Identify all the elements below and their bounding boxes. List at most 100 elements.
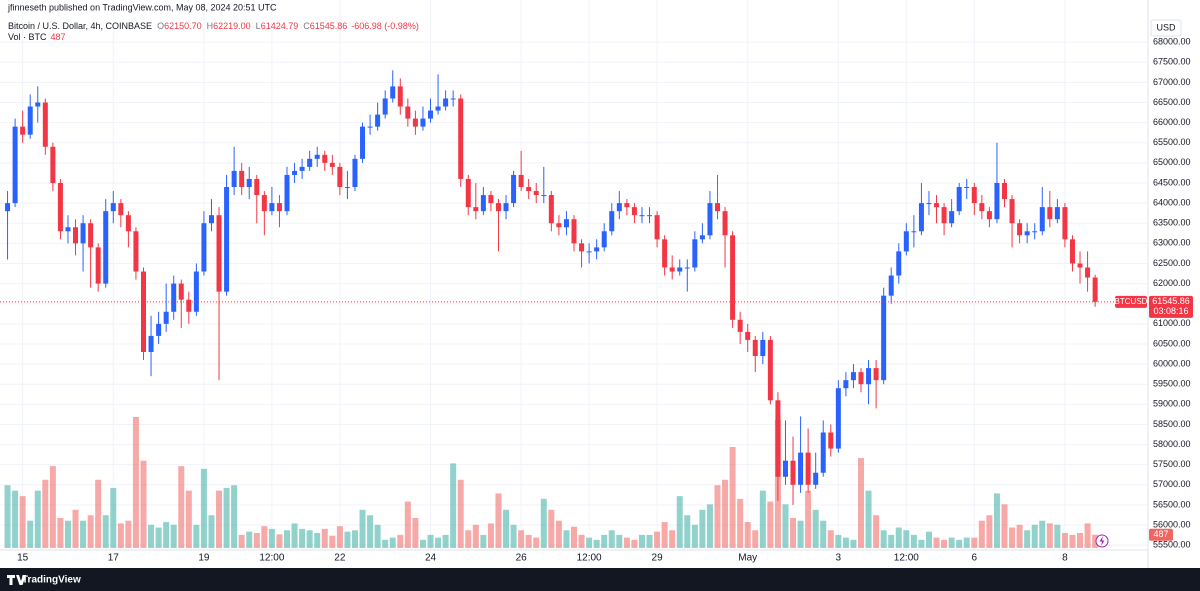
volume-bar bbox=[752, 530, 759, 548]
candle-body bbox=[1092, 277, 1098, 302]
ticker: BTCUSD bbox=[1115, 297, 1148, 306]
candle-body bbox=[737, 319, 743, 332]
candle-body bbox=[458, 98, 464, 179]
y-tick-label: 67000.00 bbox=[1153, 77, 1191, 87]
candle-body bbox=[888, 275, 894, 296]
volume-bar bbox=[117, 523, 124, 548]
currency-box[interactable] bbox=[1150, 19, 1182, 37]
volume-bar bbox=[661, 522, 668, 548]
volume-bar bbox=[586, 537, 593, 548]
volume-bar bbox=[64, 520, 71, 548]
volume-bar bbox=[858, 457, 864, 548]
volume-bar bbox=[80, 520, 87, 548]
candle-body bbox=[12, 126, 18, 204]
volume-bar bbox=[880, 530, 887, 548]
candle-body bbox=[563, 219, 569, 228]
volume-bar bbox=[435, 537, 442, 548]
candle-body bbox=[299, 166, 305, 171]
candle-body bbox=[148, 335, 154, 353]
candle-body bbox=[1077, 263, 1083, 268]
volume-bar bbox=[314, 532, 321, 548]
candle-body bbox=[571, 219, 577, 244]
candle-body bbox=[133, 231, 139, 272]
y-tick-label: 63000.00 bbox=[1153, 238, 1191, 248]
y-tick-label: 56500.00 bbox=[1153, 499, 1191, 509]
volume-bar bbox=[684, 515, 691, 548]
ohlc-key: C bbox=[303, 21, 310, 31]
y-tick-label: 59500.00 bbox=[1153, 379, 1191, 389]
candle-body bbox=[586, 251, 592, 253]
x-tick-label: 22 bbox=[334, 553, 346, 564]
lightning-button[interactable] bbox=[1095, 534, 1109, 548]
volume-bar bbox=[163, 522, 170, 548]
volume-bar bbox=[246, 531, 253, 548]
volume-bar bbox=[925, 531, 932, 548]
currency[interactable]: USD bbox=[1156, 22, 1176, 32]
y-tick-label: 66500.00 bbox=[1153, 97, 1191, 107]
candle-body bbox=[616, 203, 622, 212]
candle-body bbox=[654, 215, 660, 240]
change: -606.98 (-0.98%) bbox=[351, 21, 419, 31]
candle-body bbox=[171, 283, 177, 312]
candle-body bbox=[715, 203, 720, 212]
candle-body bbox=[798, 452, 804, 485]
y-tick-label: 62000.00 bbox=[1153, 278, 1191, 288]
volume-bar bbox=[601, 534, 608, 548]
volume-bar bbox=[359, 509, 366, 548]
candle-body bbox=[941, 207, 947, 224]
volume-bar bbox=[835, 534, 842, 548]
volume-bar bbox=[737, 498, 744, 548]
lightning-icon[interactable] bbox=[1099, 536, 1105, 546]
ohlc-key: H bbox=[207, 21, 214, 31]
x-tick-label: 29 bbox=[652, 553, 664, 564]
x-tick-label: 26 bbox=[516, 553, 528, 564]
volume-bar bbox=[34, 490, 41, 548]
y-tick-label: 65500.00 bbox=[1153, 137, 1191, 147]
volume-bar bbox=[518, 530, 525, 548]
volume-bar bbox=[412, 517, 419, 548]
x-tick-label: 15 bbox=[17, 553, 29, 564]
volume-bar bbox=[993, 493, 1000, 548]
candle-body bbox=[647, 215, 653, 217]
candle-body bbox=[684, 267, 690, 269]
volume-tag bbox=[1149, 528, 1173, 541]
candle-body bbox=[495, 203, 501, 212]
volume-bar bbox=[374, 524, 381, 548]
volume-bar bbox=[329, 535, 336, 548]
candle-body bbox=[5, 203, 11, 212]
volume-bar bbox=[1016, 524, 1023, 548]
candle-body bbox=[760, 339, 766, 357]
volume-bar bbox=[480, 534, 487, 548]
volume-bar bbox=[767, 501, 774, 548]
candle-body bbox=[956, 187, 962, 212]
candle-body bbox=[420, 118, 426, 127]
volume-bar bbox=[238, 534, 245, 548]
volume-bar bbox=[706, 504, 713, 548]
candle-body bbox=[344, 187, 350, 189]
candle-body bbox=[337, 166, 343, 188]
volume-tag-value: 487 bbox=[1153, 529, 1168, 539]
volume-bar bbox=[404, 501, 411, 548]
volume-bar bbox=[268, 528, 275, 548]
price-tag bbox=[1149, 295, 1193, 318]
volume-bar bbox=[419, 539, 426, 548]
candle-body bbox=[375, 114, 381, 127]
y-tick-label: 62500.00 bbox=[1153, 258, 1191, 268]
volume-bar bbox=[276, 534, 283, 548]
candle-body bbox=[526, 187, 532, 192]
y-tick-label: 55500.00 bbox=[1153, 540, 1191, 550]
volume-bar bbox=[933, 537, 940, 548]
volume-bar bbox=[27, 520, 34, 548]
volume-bar bbox=[714, 485, 721, 548]
volume-bar bbox=[910, 534, 917, 548]
volume-bar bbox=[593, 539, 600, 548]
candle-body bbox=[556, 223, 562, 228]
candle-body bbox=[443, 98, 449, 107]
candle-body bbox=[790, 460, 796, 485]
volume-bar bbox=[442, 534, 449, 548]
candle-body bbox=[918, 203, 924, 232]
candle-body bbox=[473, 207, 479, 212]
volume-bar bbox=[1054, 524, 1061, 548]
volume-bar bbox=[820, 520, 827, 548]
